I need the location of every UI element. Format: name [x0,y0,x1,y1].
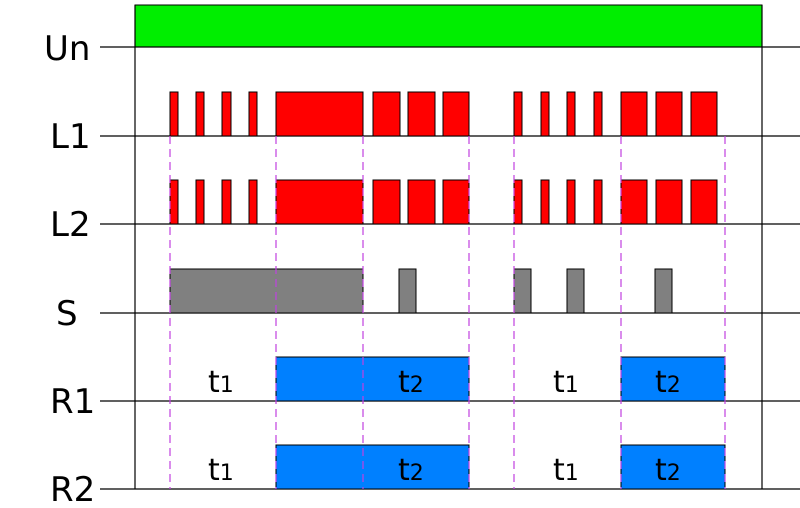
annotation: t2 [398,453,424,488]
row-label: S [56,294,78,334]
l1-pulses [169,91,718,137]
s-pulses [169,268,673,314]
row-label: L1 [50,117,91,157]
un-signal [134,4,763,48]
row-label: R1 [50,382,95,422]
row-label: Un [44,29,90,69]
annotations: t1 t2 t1 t2 t1 t2 t1 t2 [208,365,681,488]
annotation: t2 [655,365,681,400]
frame [100,5,800,490]
l2-pulses [169,179,718,225]
annotation: t2 [655,453,681,488]
annotation: t2 [398,365,424,400]
annotation: t1 [553,453,579,488]
relay-pulses [275,356,726,490]
annotation: t1 [208,453,234,488]
dashed-guides [169,136,726,489]
row-labels: Un L1 L2 S R1 R2 [44,29,95,508]
row-label: R2 [50,470,95,508]
row-label: L2 [50,205,91,245]
annotation: t1 [208,365,234,400]
annotation: t1 [553,365,579,400]
